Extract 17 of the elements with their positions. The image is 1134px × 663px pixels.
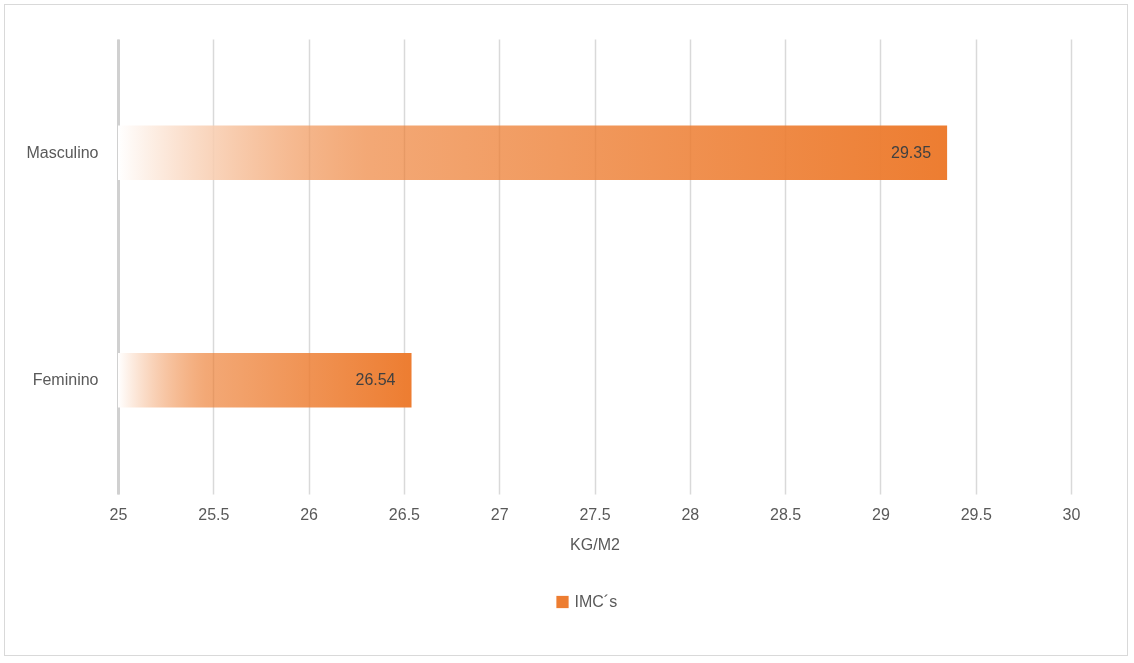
x-tick-label: 25	[109, 505, 128, 523]
x-tick-label: 29	[872, 505, 890, 523]
x-tick-label: 28	[681, 505, 700, 523]
legend-label: IMC´s	[574, 593, 618, 610]
y-tick-label: Masculino	[26, 143, 99, 161]
data-label: 26.54	[355, 371, 396, 389]
x-tick-label: 26	[300, 505, 319, 523]
x-tick-label: 28.5	[770, 505, 802, 523]
data-label: 29.35	[891, 143, 932, 161]
y-tick-label: Feminino	[32, 371, 99, 389]
x-tick-label: 29.5	[960, 505, 992, 523]
x-tick-label: 27.5	[579, 505, 611, 523]
x-tick-label: 27	[490, 505, 509, 523]
x-tick-label: 25.5	[198, 505, 230, 523]
x-axis-title: KG/M2	[570, 535, 620, 553]
x-tick-label: 30	[1062, 505, 1081, 523]
x-tick-label: 26.5	[388, 505, 421, 523]
